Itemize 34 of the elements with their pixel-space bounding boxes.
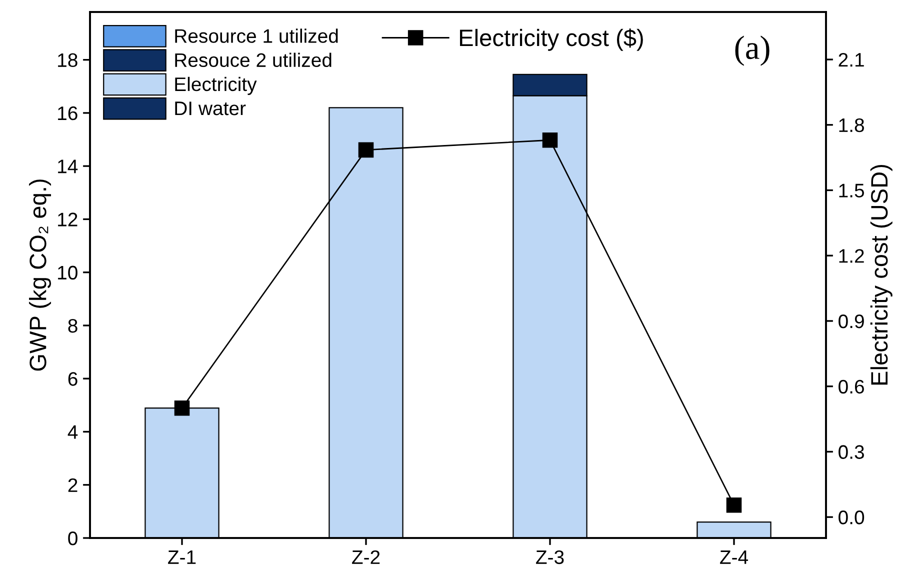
y-tick-label: 6 bbox=[68, 372, 78, 386]
y-tick-label: 8 bbox=[68, 318, 78, 333]
legend-label: Resouce 2 utilized bbox=[175, 52, 332, 68]
point bbox=[174, 400, 190, 416]
y-tick-label: 12 bbox=[58, 212, 78, 226]
y-axis-title: GWP (kg CO₂ eq.) bbox=[29, 180, 52, 371]
y2-tick-label: 0.3 bbox=[838, 445, 864, 459]
legend-label: DI water bbox=[175, 102, 246, 116]
y-tick-label: 4 bbox=[68, 425, 78, 439]
point bbox=[358, 142, 374, 158]
x-tick-label: Z-1 bbox=[168, 550, 196, 564]
y2-tick-label: 1.2 bbox=[839, 249, 864, 263]
y-tick-label: 16 bbox=[58, 106, 78, 120]
legend-label: Electricity bbox=[175, 76, 257, 95]
point bbox=[726, 497, 742, 513]
y2-tick-label: 0.6 bbox=[838, 380, 864, 394]
y2-tick-label: 0.9 bbox=[838, 314, 864, 328]
y2-tick-label: 1.8 bbox=[839, 118, 864, 132]
y-tick-label: 2 bbox=[68, 478, 78, 492]
x-tick-label: Z-2 bbox=[352, 550, 380, 564]
y-tick-label: 10 bbox=[58, 266, 78, 280]
x-tick-label: Z-4 bbox=[720, 550, 748, 564]
point bbox=[542, 132, 558, 148]
annotation: (a) bbox=[735, 36, 770, 66]
y2-tick-label: 0.0 bbox=[838, 510, 864, 524]
y2-tick-label: 2.1 bbox=[838, 52, 864, 67]
legend-label: Electricity cost ($) bbox=[460, 28, 643, 51]
y2-axis-title: Electricity cost (USD) bbox=[870, 164, 892, 385]
y-tick-label: 14 bbox=[58, 160, 78, 174]
y2-tick-label: 1.5 bbox=[839, 184, 864, 198]
x-tick-label: Z-3 bbox=[536, 550, 564, 564]
legend-label: Resource 1 utilized bbox=[175, 28, 338, 43]
y-tick-label: 18 bbox=[58, 53, 78, 68]
y-tick-label: 0 bbox=[68, 531, 78, 546]
